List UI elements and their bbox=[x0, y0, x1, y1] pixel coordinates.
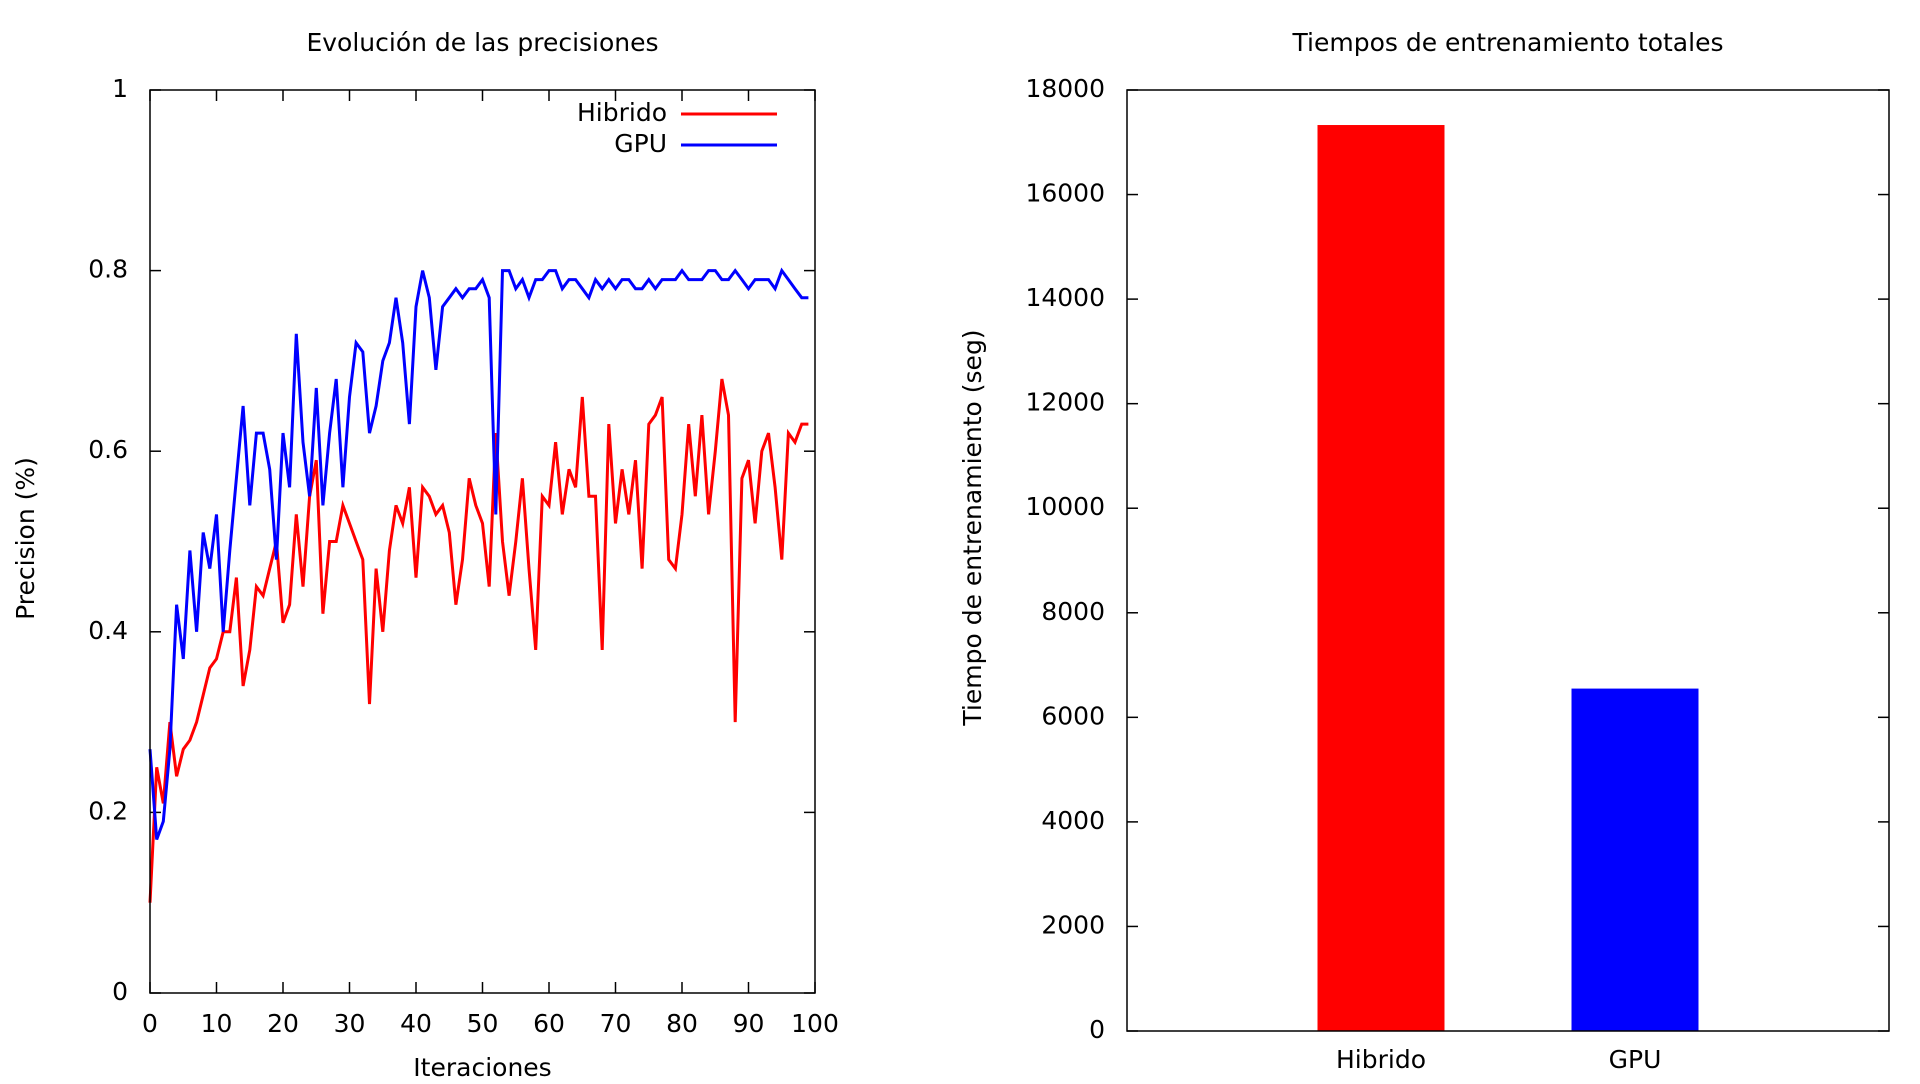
y-tick-label: 0.8 bbox=[88, 255, 128, 284]
y-tick-label: 0 bbox=[112, 977, 128, 1006]
y-tick-label: 8000 bbox=[1041, 597, 1105, 626]
y-tick-label: 16000 bbox=[1025, 179, 1105, 208]
chart-title: Tiempos de entrenamiento totales bbox=[1292, 28, 1724, 57]
y-tick-label: 0.4 bbox=[88, 616, 128, 645]
y-tick-label: 2000 bbox=[1041, 910, 1105, 939]
y-tick-label: 18000 bbox=[1025, 74, 1105, 103]
x-tick-label: 20 bbox=[267, 1009, 299, 1038]
y-tick-label: 6000 bbox=[1041, 701, 1105, 730]
x-tick-label: 60 bbox=[533, 1009, 565, 1038]
y-tick-label: 0 bbox=[1089, 1015, 1105, 1044]
bar bbox=[1571, 688, 1699, 1031]
y-axis-label: Tiempo de entrenamiento (seg) bbox=[958, 329, 987, 726]
y-tick-label: 0.6 bbox=[88, 435, 128, 464]
line-series bbox=[148, 267, 809, 841]
line-series bbox=[148, 378, 809, 903]
y-tick-label: 14000 bbox=[1025, 283, 1105, 312]
x-tick-label: 50 bbox=[467, 1009, 499, 1038]
x-tick-label: 40 bbox=[400, 1009, 432, 1038]
x-tick-label: Hibrido bbox=[1336, 1045, 1426, 1074]
y-tick-label: 1 bbox=[112, 74, 128, 103]
x-tick-label: 70 bbox=[600, 1009, 632, 1038]
bar bbox=[1317, 125, 1445, 1031]
x-tick-label: 100 bbox=[791, 1009, 839, 1038]
x-tick-label: 80 bbox=[666, 1009, 698, 1038]
x-tick-label: 90 bbox=[733, 1009, 765, 1038]
chart-title: Evolución de las precisiones bbox=[306, 28, 658, 57]
y-tick-label: 4000 bbox=[1041, 806, 1105, 835]
x-tick-label: 0 bbox=[142, 1009, 158, 1038]
y-tick-label: 10000 bbox=[1025, 492, 1105, 521]
x-axis-label: Iteraciones bbox=[413, 1053, 551, 1080]
y-axis-label: Precision (%) bbox=[11, 457, 40, 620]
x-tick-label: 10 bbox=[201, 1009, 233, 1038]
x-tick-label: 30 bbox=[334, 1009, 366, 1038]
legend-label: GPU bbox=[614, 129, 667, 158]
plot-frame bbox=[149, 89, 816, 994]
plot-frame bbox=[1126, 89, 1890, 1032]
x-tick-label: GPU bbox=[1609, 1045, 1662, 1074]
legend-label: Hibrido bbox=[577, 98, 667, 127]
y-tick-label: 0.2 bbox=[88, 796, 128, 825]
y-tick-label: 12000 bbox=[1025, 388, 1105, 417]
